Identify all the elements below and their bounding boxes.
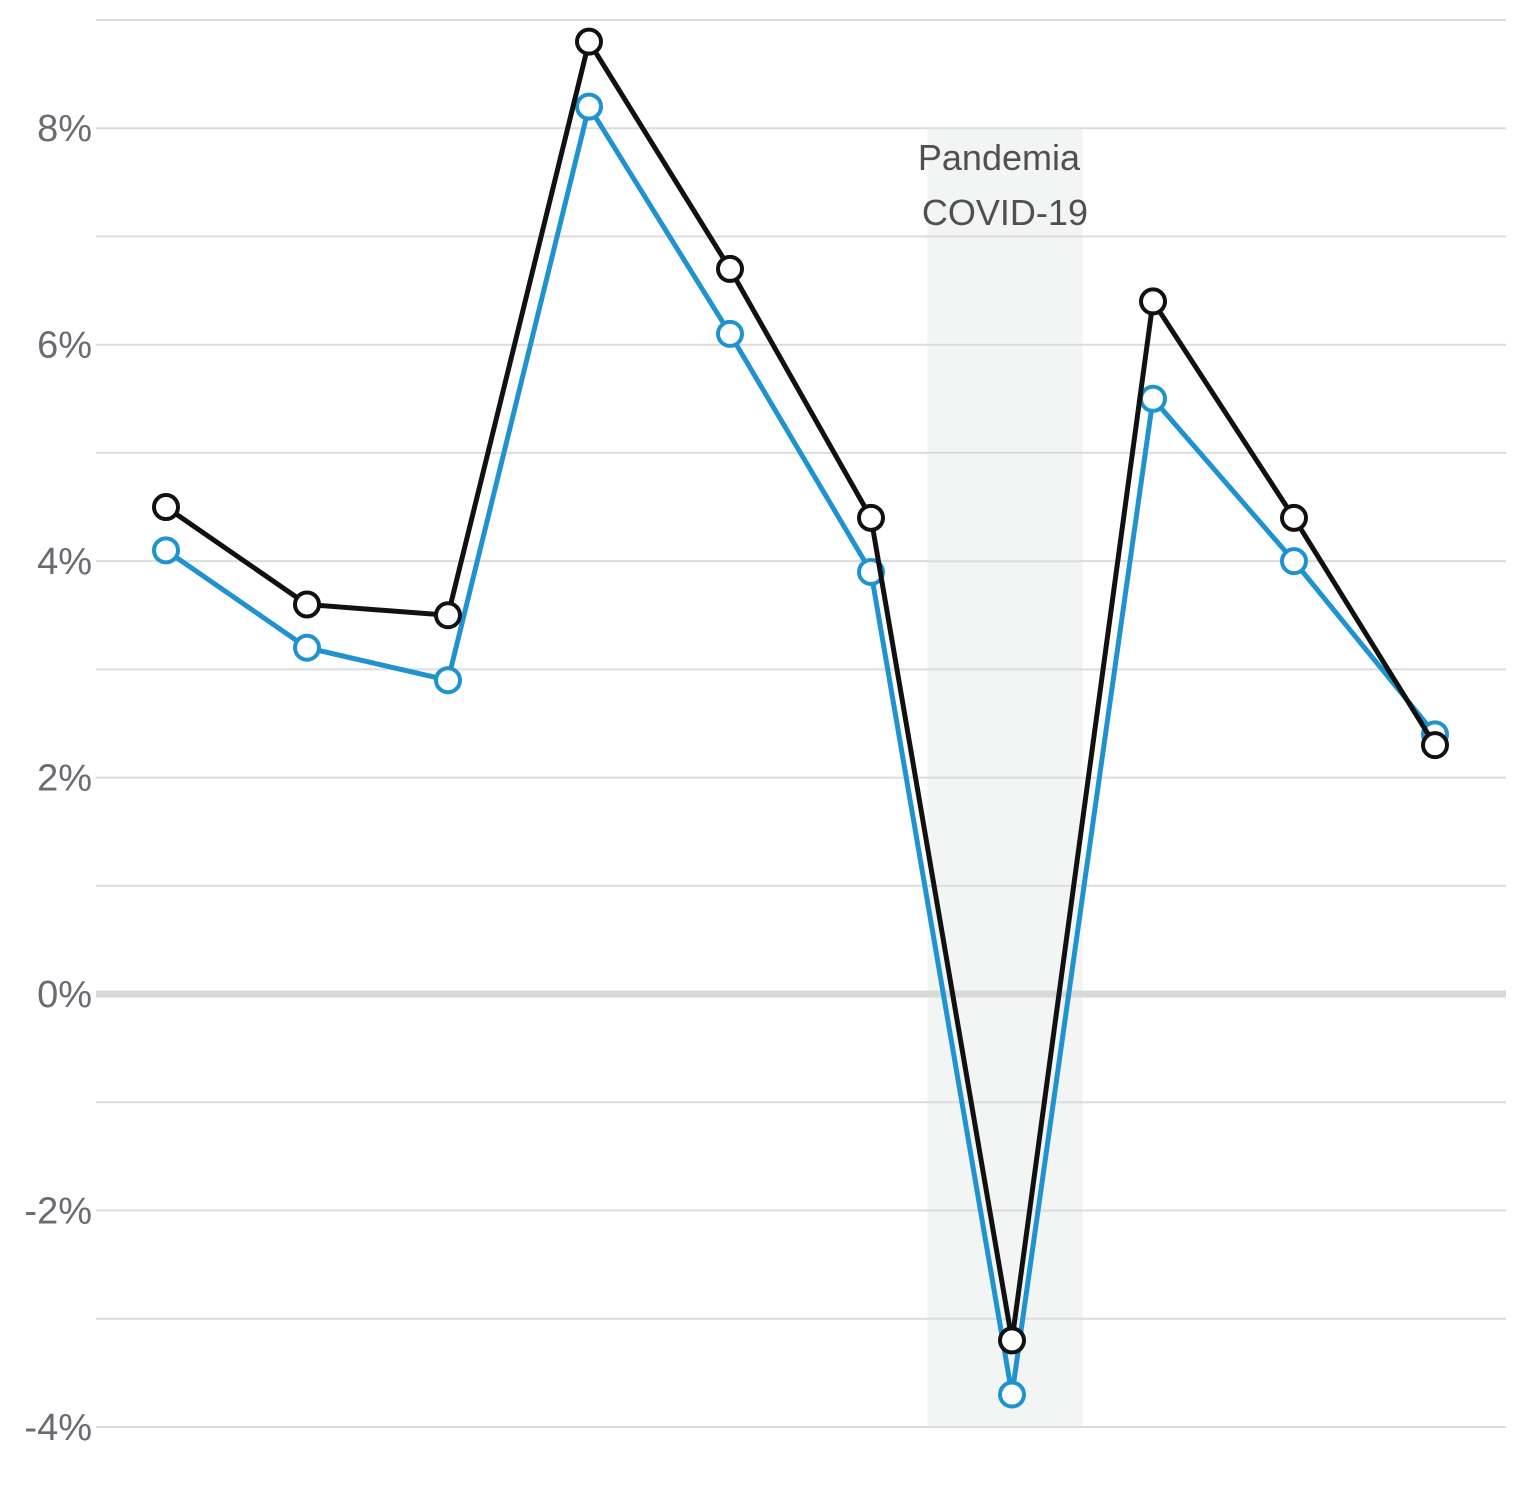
data-point [575, 27, 603, 56]
data-point [575, 92, 603, 121]
series-2 [152, 27, 1449, 1355]
y-tick-label: 4% [37, 541, 92, 583]
annotation-label-line2: COVID-19 [922, 192, 1088, 233]
data-point [716, 319, 744, 348]
y-tick-label: 8% [37, 108, 92, 150]
series-lines [152, 27, 1449, 1409]
data-point [434, 601, 462, 630]
y-tick-label: 6% [37, 325, 92, 367]
data-point [293, 590, 321, 619]
data-point [716, 254, 744, 283]
data-point [1421, 731, 1449, 760]
data-point [293, 633, 321, 662]
annotation-label-line1: Pandemia [918, 137, 1081, 178]
y-tick-label: -2% [24, 1191, 92, 1233]
pandemic-annotation: Pandemia COVID-19 [918, 137, 1088, 233]
series-line [164, 35, 1438, 1341]
data-point [998, 1380, 1026, 1409]
y-axis-tick-labels: 8% 6% 4% 2% 0% -2% -4% [24, 108, 92, 1449]
data-point [998, 1326, 1026, 1355]
gridlines [96, 19, 1506, 1428]
data-point [152, 536, 180, 565]
data-point [1280, 503, 1308, 532]
y-tick-label: 2% [37, 758, 92, 800]
series-line [164, 100, 1437, 1395]
data-point [434, 666, 462, 695]
y-tick-label: 0% [37, 974, 92, 1016]
data-point [152, 493, 180, 522]
data-point [1280, 547, 1308, 576]
y-tick-label: -4% [24, 1407, 92, 1449]
data-point [1139, 287, 1167, 316]
data-point [857, 503, 885, 532]
data-point [1139, 384, 1167, 413]
